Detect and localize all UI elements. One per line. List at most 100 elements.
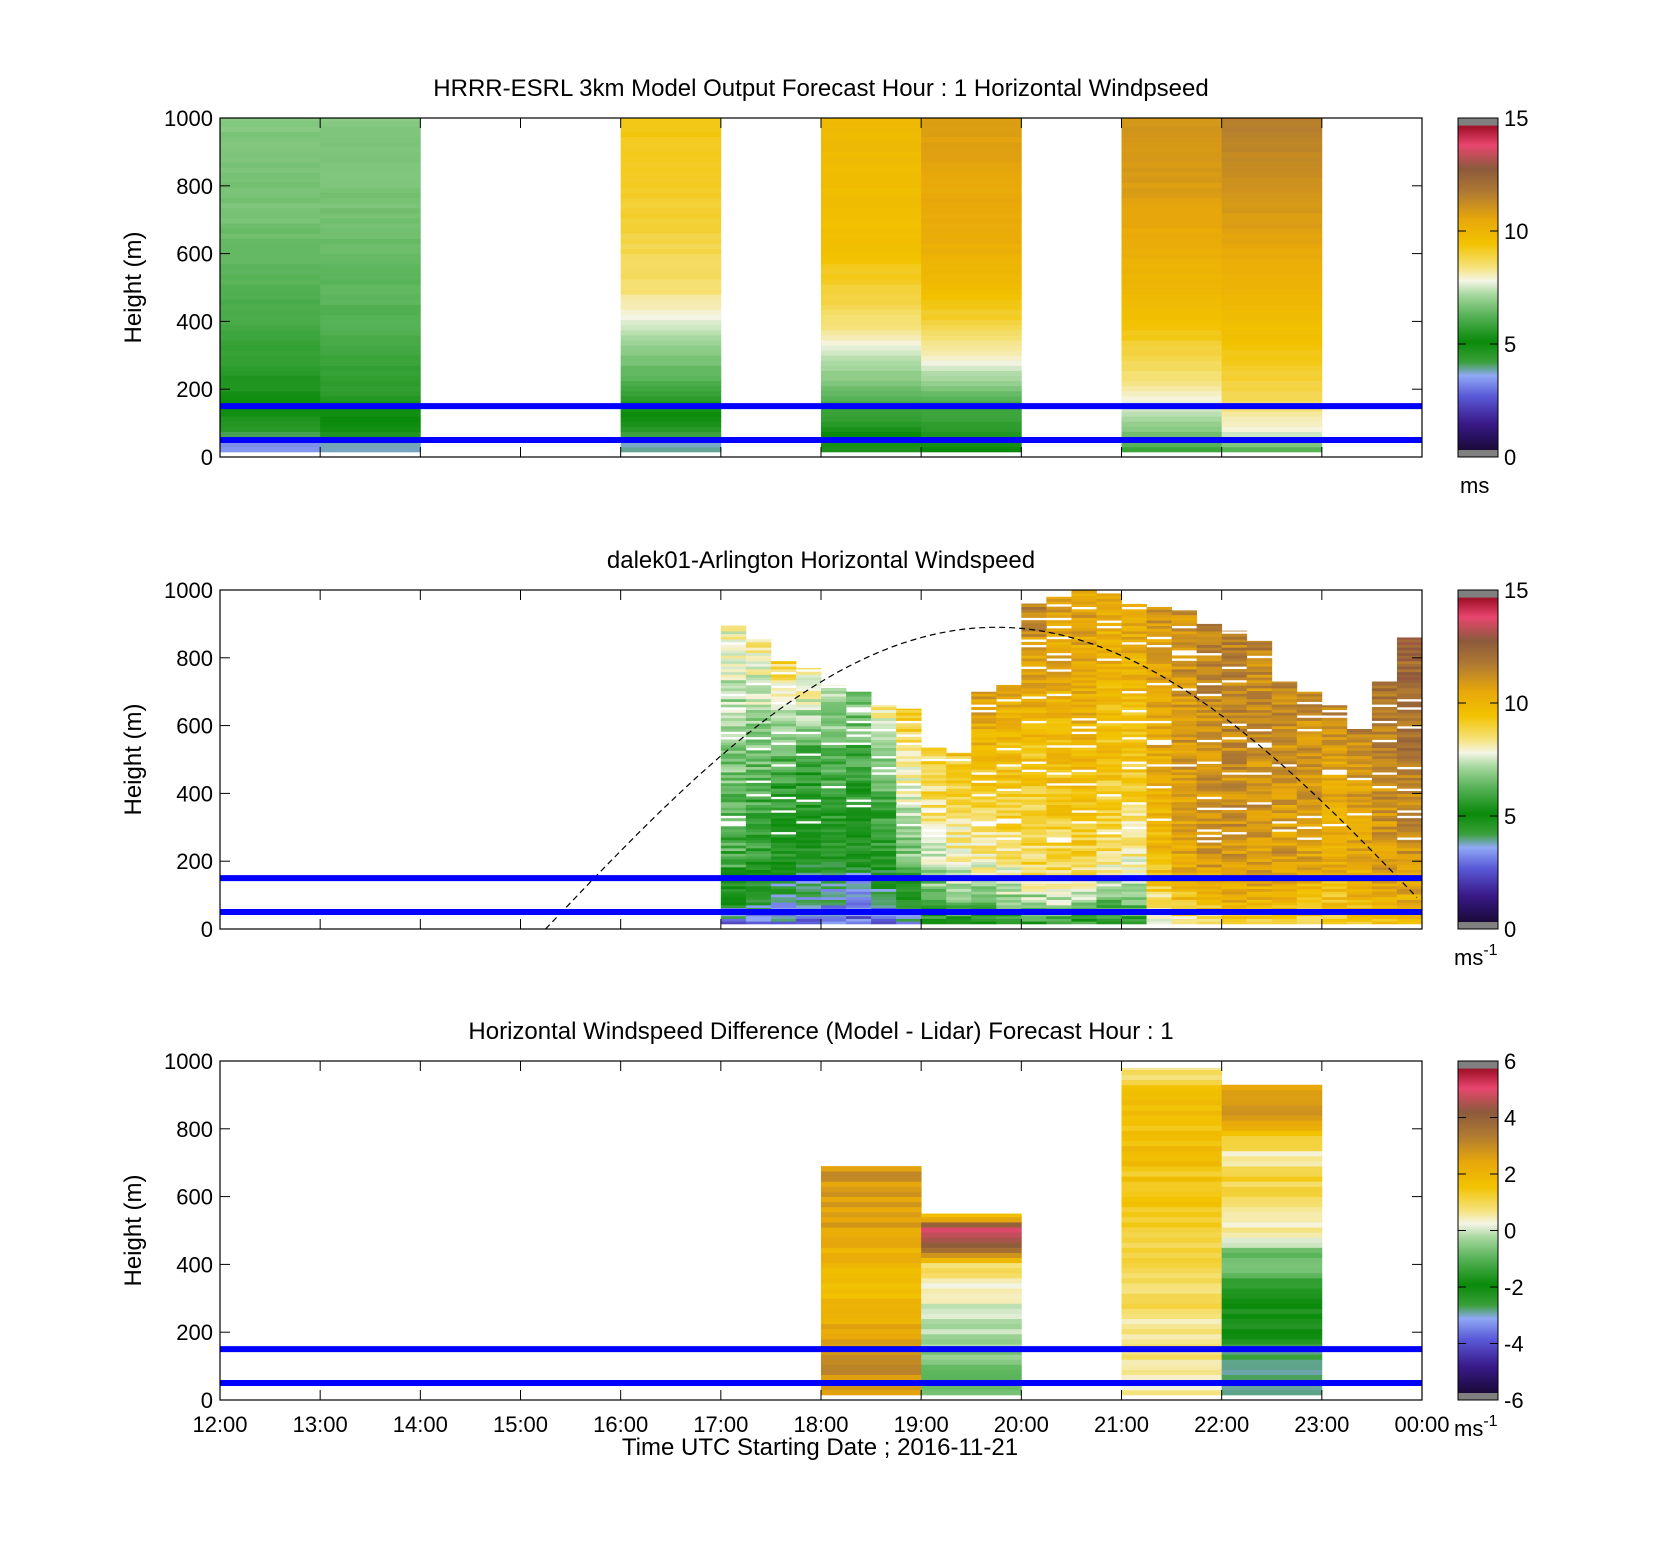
heatmap-cell bbox=[996, 785, 1022, 789]
heatmap-cell bbox=[620, 411, 722, 417]
heatmap-cell bbox=[1296, 723, 1323, 727]
heatmap-cell bbox=[1246, 774, 1273, 778]
heatmap-cell bbox=[1396, 918, 1422, 922]
heatmap-cell bbox=[1121, 370, 1223, 377]
heatmap-cell bbox=[1071, 625, 1097, 629]
heatmap-cell bbox=[1021, 826, 1047, 830]
heatmap-cell bbox=[1221, 207, 1323, 214]
heatmap-cell bbox=[1021, 687, 1047, 692]
heatmap-cell bbox=[1046, 663, 1072, 667]
heatmap-cell bbox=[1321, 747, 1348, 751]
heatmap-cell bbox=[720, 769, 747, 773]
heatmap-cell bbox=[1271, 780, 1298, 784]
heatmap-cell bbox=[1221, 441, 1323, 448]
heatmap-cell bbox=[1121, 1211, 1223, 1218]
heatmap-cell bbox=[971, 744, 997, 749]
heatmap-cell bbox=[896, 885, 922, 890]
heatmap-cell bbox=[1221, 644, 1248, 648]
y-tick-label: 400 bbox=[176, 1252, 213, 1277]
heatmap-cell bbox=[1071, 633, 1097, 637]
heatmap-cell bbox=[946, 858, 972, 862]
heatmap-cell bbox=[720, 690, 747, 694]
heatmap-cell bbox=[1221, 411, 1323, 417]
heatmap-cell bbox=[795, 883, 822, 887]
heatmap-cell bbox=[795, 679, 822, 683]
heatmap-cell bbox=[1121, 674, 1147, 678]
heatmap-cell bbox=[1346, 734, 1373, 738]
heatmap-cell bbox=[1396, 666, 1422, 670]
heatmap-cell bbox=[1096, 671, 1122, 675]
heatmap-cell bbox=[821, 753, 847, 757]
heatmap-cell bbox=[871, 736, 897, 740]
heatmap-cell bbox=[1346, 872, 1373, 876]
heatmap-cell bbox=[1396, 801, 1422, 805]
heatmap-cell bbox=[220, 192, 321, 199]
y-tick-label: 1000 bbox=[164, 106, 213, 131]
heatmap-cell bbox=[821, 238, 922, 244]
heatmap-cell bbox=[1271, 739, 1298, 743]
heatmap-cell bbox=[1121, 774, 1147, 778]
heatmap-cell bbox=[795, 845, 822, 849]
heatmap-cell bbox=[996, 856, 1022, 860]
heatmap-cell bbox=[1296, 820, 1323, 824]
heatmap-cell bbox=[946, 815, 972, 819]
heatmap-cell bbox=[821, 1206, 922, 1213]
heatmap-cell bbox=[1021, 755, 1047, 759]
heatmap-cell bbox=[996, 899, 1022, 903]
heatmap-cell bbox=[921, 1242, 1022, 1248]
heatmap-cell bbox=[1071, 831, 1097, 835]
heatmap-cell bbox=[1221, 212, 1323, 219]
heatmap-cell bbox=[720, 696, 747, 700]
heatmap-cell bbox=[1046, 864, 1072, 868]
heatmap-cell bbox=[1396, 696, 1422, 700]
heatmap-cell bbox=[1221, 350, 1323, 356]
x-tick-label: 14:00 bbox=[393, 1412, 448, 1437]
heatmap-cell bbox=[971, 788, 997, 792]
heatmap-cell bbox=[1171, 869, 1198, 873]
heatmap-cell bbox=[1396, 828, 1422, 833]
heatmap-cell bbox=[896, 736, 922, 740]
heatmap-cell bbox=[871, 799, 897, 803]
heatmap-cell bbox=[620, 263, 722, 270]
heatmap-cell bbox=[1121, 426, 1223, 432]
heatmap-cell bbox=[220, 370, 321, 377]
heatmap-cell bbox=[946, 888, 972, 892]
heatmap-cell bbox=[1396, 831, 1422, 835]
heatmap-cell bbox=[1146, 915, 1172, 919]
heatmap-cell bbox=[921, 856, 947, 860]
heatmap-cell bbox=[1396, 715, 1422, 719]
heatmap-cell bbox=[1396, 864, 1422, 868]
heatmap-cell bbox=[1121, 1227, 1223, 1233]
heatmap-cell bbox=[1121, 842, 1147, 846]
heatmap-cell bbox=[1021, 747, 1047, 751]
heatmap-cell bbox=[1096, 837, 1122, 841]
heatmap-cell bbox=[1346, 856, 1373, 860]
heatmap-cell bbox=[846, 921, 872, 925]
heatmap-cell bbox=[1046, 644, 1072, 648]
heatmap-cell bbox=[1396, 847, 1422, 852]
heatmap-cell bbox=[770, 720, 797, 724]
heatmap-cell bbox=[1196, 671, 1223, 675]
heatmap-cell bbox=[971, 831, 997, 835]
heatmap-cell bbox=[1121, 238, 1223, 244]
heatmap-cell bbox=[1321, 758, 1348, 762]
heatmap-cell bbox=[1146, 793, 1172, 797]
heatmap-cell bbox=[871, 856, 897, 860]
heatmap-cell bbox=[996, 761, 1022, 765]
heatmap-cell bbox=[1021, 663, 1047, 667]
heatmap-cell bbox=[745, 834, 772, 838]
heatmap-column bbox=[996, 684, 1022, 925]
heatmap-cell bbox=[871, 782, 897, 787]
heatmap-cell bbox=[1171, 782, 1198, 787]
heatmap-cell bbox=[1296, 839, 1323, 843]
heatmap-cell bbox=[1246, 690, 1273, 694]
heatmap-cell bbox=[1146, 641, 1172, 645]
heatmap-cell bbox=[921, 804, 947, 808]
heatmap-cell bbox=[1071, 839, 1097, 843]
heatmap-cell bbox=[620, 197, 722, 204]
heatmap-cell bbox=[1096, 866, 1122, 871]
heatmap-cell bbox=[921, 131, 1022, 138]
heatmap-cell bbox=[320, 395, 421, 402]
heatmap-cell bbox=[745, 690, 772, 694]
heatmap-cell bbox=[1071, 671, 1097, 675]
